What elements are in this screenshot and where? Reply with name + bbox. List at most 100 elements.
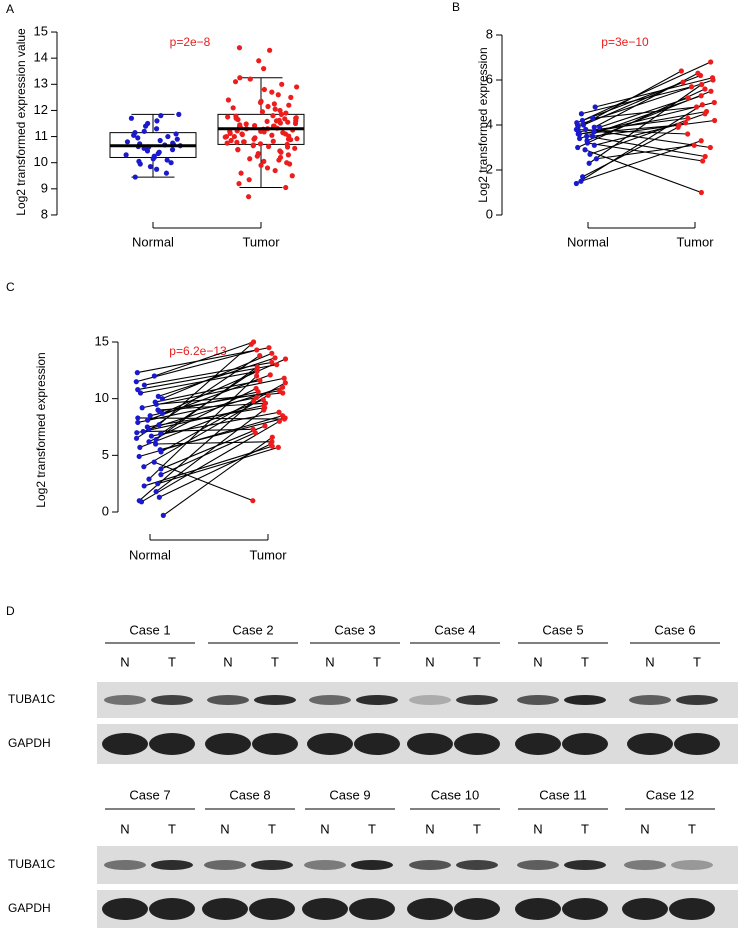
pair-line: [148, 375, 258, 480]
pair-line: [155, 441, 272, 445]
point: [269, 350, 275, 356]
point: [584, 140, 591, 146]
point: [254, 347, 260, 353]
point: [157, 137, 163, 144]
point: [230, 105, 236, 111]
point: [255, 150, 261, 157]
case-label: Case 11: [539, 787, 586, 802]
band: [407, 733, 453, 755]
band: [676, 695, 718, 705]
point: [247, 156, 253, 162]
point: [163, 170, 170, 176]
point: [285, 136, 292, 142]
x-tick-label: Tumor: [242, 234, 280, 249]
point: [164, 157, 170, 163]
point: [586, 160, 592, 166]
band: [407, 898, 453, 920]
point: [141, 382, 147, 388]
point: [270, 138, 276, 144]
pair-line: [160, 425, 266, 470]
band: [456, 695, 498, 705]
y-tick-label: 9: [41, 180, 48, 195]
y-axis-title: Log2 transformed expression: [34, 352, 48, 507]
point: [685, 95, 691, 101]
band: [205, 733, 251, 755]
case-label: Case 9: [329, 787, 370, 802]
point: [239, 131, 245, 137]
pair-line: [154, 341, 254, 377]
point: [575, 131, 581, 137]
point: [146, 476, 152, 482]
lane-label: T: [268, 821, 276, 836]
point: [136, 453, 142, 460]
panel-label: C: [6, 280, 15, 294]
point: [133, 435, 140, 441]
point: [698, 189, 704, 196]
point: [158, 431, 164, 437]
lane-label: T: [368, 821, 376, 836]
band: [409, 860, 451, 870]
band: [202, 898, 248, 920]
point: [708, 88, 714, 94]
point: [256, 58, 262, 64]
point: [579, 117, 586, 124]
protein-label: TUBA1C: [8, 692, 56, 706]
point: [123, 152, 129, 158]
point: [147, 413, 153, 419]
point: [264, 118, 270, 125]
point: [284, 160, 290, 166]
point: [257, 141, 264, 147]
point: [282, 116, 288, 122]
point: [259, 109, 266, 115]
point: [253, 394, 260, 401]
lane-label: N: [640, 821, 649, 836]
band: [354, 733, 400, 755]
point: [702, 153, 708, 160]
protein-label: GAPDH: [8, 901, 51, 915]
point: [168, 160, 174, 166]
point: [141, 464, 147, 470]
pair-line: [157, 446, 279, 485]
panel-label: B: [452, 0, 460, 14]
point: [247, 76, 253, 82]
y-tick-label: 8: [486, 26, 493, 41]
pair-line: [162, 436, 273, 516]
point: [275, 444, 281, 450]
point: [695, 70, 701, 76]
band: [454, 733, 500, 755]
lane-label: N: [223, 654, 232, 669]
point: [574, 122, 581, 128]
point: [261, 66, 267, 72]
point: [693, 104, 700, 110]
protein-label: TUBA1C: [8, 857, 56, 871]
lane-label: T: [168, 821, 176, 836]
point: [293, 115, 299, 121]
band: [517, 860, 559, 870]
y-tick-label: 10: [34, 154, 48, 169]
pair-line: [576, 104, 703, 184]
x-tick-label: Normal: [129, 547, 171, 562]
point: [124, 139, 131, 145]
band: [674, 733, 720, 755]
x-tick-label: Tumor: [676, 234, 714, 249]
point: [265, 143, 272, 150]
point: [587, 151, 593, 157]
point: [260, 397, 266, 403]
point: [135, 387, 141, 393]
point: [591, 124, 597, 130]
lane-label: T: [688, 821, 696, 836]
point: [281, 375, 287, 381]
y-tick-label: 8: [41, 206, 48, 221]
pair-line: [155, 379, 261, 403]
pair-line: [586, 135, 706, 158]
lane-label: N: [425, 654, 434, 669]
point: [277, 107, 283, 114]
point: [592, 104, 598, 110]
x-tick-label: Normal: [567, 234, 609, 249]
point: [685, 115, 691, 121]
x-tick-label: Tumor: [249, 547, 287, 562]
point: [146, 426, 152, 432]
band: [204, 860, 246, 870]
point: [266, 345, 272, 351]
